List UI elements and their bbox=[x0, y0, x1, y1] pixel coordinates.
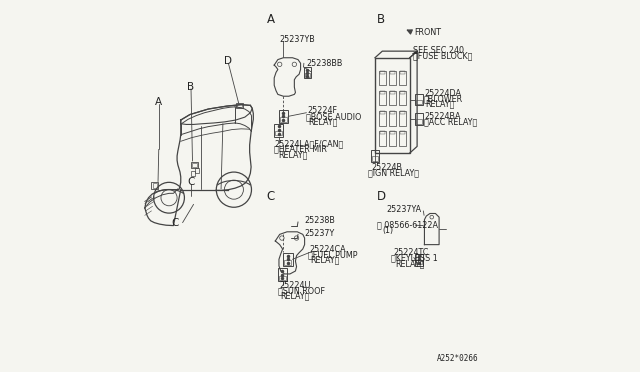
Text: C: C bbox=[267, 190, 275, 203]
Text: C: C bbox=[188, 177, 195, 187]
Bar bbox=[389, 131, 396, 146]
Text: 25224TC: 25224TC bbox=[394, 248, 429, 257]
Bar bbox=[303, 67, 311, 78]
Text: 25238B: 25238B bbox=[305, 216, 335, 225]
Text: 25224F: 25224F bbox=[307, 106, 337, 115]
Bar bbox=[389, 111, 396, 125]
Text: 〈BOSE AUDIO: 〈BOSE AUDIO bbox=[306, 112, 362, 121]
Text: A: A bbox=[156, 97, 163, 107]
Text: 25224CA: 25224CA bbox=[310, 244, 346, 254]
Bar bbox=[400, 131, 405, 134]
Bar bbox=[278, 269, 287, 281]
Bar bbox=[379, 131, 386, 146]
Bar bbox=[389, 91, 396, 105]
Text: A: A bbox=[267, 13, 275, 26]
Text: 〈FUEL PUMP: 〈FUEL PUMP bbox=[308, 250, 358, 259]
Text: 25237YB: 25237YB bbox=[280, 35, 316, 44]
Text: 〈BLOWER: 〈BLOWER bbox=[424, 94, 463, 103]
Text: 〈SUN ROOF: 〈SUN ROOF bbox=[278, 286, 325, 295]
Bar bbox=[380, 71, 385, 74]
Text: Ⓢ 08566-6122A: Ⓢ 08566-6122A bbox=[377, 221, 438, 230]
Bar bbox=[274, 124, 284, 137]
Bar bbox=[279, 276, 286, 280]
Bar bbox=[191, 171, 195, 176]
Text: (1): (1) bbox=[382, 226, 394, 235]
Text: 〈IGN RELAY〉: 〈IGN RELAY〉 bbox=[369, 168, 419, 177]
Bar bbox=[375, 58, 410, 153]
Bar bbox=[390, 71, 395, 74]
Text: 〈FUSE BLOCK〉: 〈FUSE BLOCK〉 bbox=[413, 51, 473, 60]
Text: 25224B: 25224B bbox=[371, 163, 403, 172]
Bar bbox=[380, 111, 385, 114]
Text: SEE SEC.240: SEE SEC.240 bbox=[413, 46, 465, 55]
Bar bbox=[371, 150, 380, 162]
Bar bbox=[399, 71, 406, 85]
Bar bbox=[372, 156, 378, 161]
Text: D: D bbox=[377, 190, 386, 203]
Bar bbox=[400, 91, 405, 94]
Bar bbox=[191, 162, 198, 169]
Bar bbox=[390, 91, 395, 94]
Bar bbox=[400, 71, 405, 74]
Bar bbox=[192, 163, 196, 167]
Bar bbox=[380, 91, 385, 94]
Text: D: D bbox=[225, 57, 232, 67]
Text: A252*0266: A252*0266 bbox=[437, 355, 479, 363]
Text: RELAY〉: RELAY〉 bbox=[280, 291, 310, 301]
Bar bbox=[280, 118, 287, 122]
Text: B: B bbox=[377, 13, 385, 26]
Text: 25224U: 25224U bbox=[280, 281, 311, 290]
Bar bbox=[415, 254, 423, 266]
Bar bbox=[284, 253, 292, 266]
Bar bbox=[399, 91, 406, 105]
Bar bbox=[415, 100, 422, 104]
Bar bbox=[389, 71, 396, 85]
Bar bbox=[152, 182, 158, 189]
Bar bbox=[415, 119, 422, 124]
Bar bbox=[379, 71, 386, 85]
Text: 〈KEYLESS 1: 〈KEYLESS 1 bbox=[392, 254, 438, 263]
Bar bbox=[305, 73, 310, 77]
Bar bbox=[195, 169, 199, 173]
Bar bbox=[380, 131, 385, 134]
Bar bbox=[279, 110, 288, 123]
Text: FRONT: FRONT bbox=[415, 28, 442, 36]
Text: 25224DA: 25224DA bbox=[424, 89, 461, 98]
Bar bbox=[399, 111, 406, 125]
Bar bbox=[399, 131, 406, 146]
Bar bbox=[275, 131, 282, 135]
Text: RELAY〉: RELAY〉 bbox=[308, 118, 338, 126]
Text: RELAY〉: RELAY〉 bbox=[278, 150, 307, 159]
Text: 25237YA: 25237YA bbox=[387, 205, 422, 214]
Text: RELAY〉: RELAY〉 bbox=[395, 259, 424, 268]
Bar bbox=[379, 111, 386, 125]
Bar bbox=[400, 111, 405, 114]
Bar bbox=[379, 91, 386, 105]
Bar bbox=[152, 183, 157, 188]
Text: 25224BA: 25224BA bbox=[424, 112, 461, 121]
Text: B: B bbox=[188, 82, 195, 92]
Bar bbox=[237, 104, 243, 107]
Bar bbox=[415, 113, 422, 125]
Bar bbox=[417, 260, 422, 264]
Text: RELAY〉: RELAY〉 bbox=[425, 99, 454, 108]
Bar bbox=[284, 260, 291, 265]
Text: 25238BB: 25238BB bbox=[306, 59, 342, 68]
Bar bbox=[390, 131, 395, 134]
Text: 〈ACC RELAY〉: 〈ACC RELAY〉 bbox=[424, 117, 477, 126]
Text: C: C bbox=[172, 218, 179, 228]
Bar bbox=[236, 103, 243, 108]
Text: 〈HEATER MIR: 〈HEATER MIR bbox=[274, 145, 327, 154]
Bar bbox=[415, 94, 422, 105]
Text: 25224LA〈F/CAN〉: 25224LA〈F/CAN〉 bbox=[274, 140, 344, 148]
Text: 25237Y: 25237Y bbox=[305, 229, 335, 238]
Text: RELAY〉: RELAY〉 bbox=[310, 256, 340, 264]
Bar bbox=[390, 111, 395, 114]
